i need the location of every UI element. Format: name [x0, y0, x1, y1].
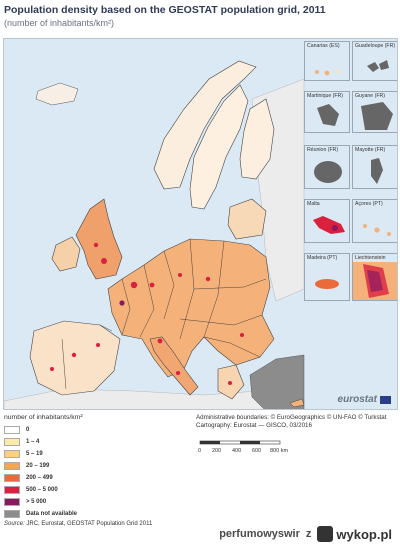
inset-mayotte: Mayotte (FR) [352, 145, 397, 189]
scale-tick: 200 [212, 448, 222, 454]
inset-canarias: Canarias (ES) [304, 41, 350, 81]
legend-swatch [4, 426, 20, 434]
internal-borders [61, 238, 267, 390]
baltics [227, 198, 267, 240]
scale-tick: 0 [198, 448, 202, 454]
legend-swatch [4, 462, 20, 470]
legend-swatch [4, 498, 20, 506]
inset-label: Mayotte (FR) [355, 147, 386, 153]
urban-hotspots [50, 242, 244, 385]
watermark-separator: z [305, 528, 312, 540]
iceland [35, 82, 79, 106]
watermark: perfumowyswir z wykop.pl [219, 526, 392, 542]
inset-martinique: Martinique (FR) [304, 91, 350, 133]
inset-malta: Malta [304, 199, 350, 243]
map-frame: Canarias (ES) Guadeloupe (FR) Martinique… [3, 38, 398, 410]
iberia [29, 320, 121, 396]
legend-row: 1 – 4 [4, 436, 184, 448]
scale-tick: 600 [252, 448, 262, 454]
inset-label: Guadeloupe (FR) [355, 43, 396, 49]
finland [239, 98, 275, 180]
legend: number of inhabitants/km² 0 1 – 4 5 – 19… [4, 414, 184, 520]
norway [153, 60, 257, 190]
legend-row: 5 – 19 [4, 448, 184, 460]
scale-tick: 400 [232, 448, 242, 454]
legend-title: number of inhabitants/km² [4, 414, 83, 421]
credits-cartography: Cartography: Eurostat — GISCO, 03/2016 [196, 422, 312, 429]
legend-swatch [4, 450, 20, 458]
scale-tick: 800 km [270, 448, 289, 454]
inset-label: Liechtenstein [355, 255, 386, 261]
scale-bar [199, 440, 281, 445]
legend-label: 0 [26, 427, 30, 433]
legend-row: 0 [4, 424, 184, 436]
watermark-site: wykop.pl [336, 526, 392, 542]
eurostat-logo: eurostat [337, 394, 377, 405]
inset-guyane: Guyane (FR) [352, 91, 397, 133]
europe-map [4, 60, 305, 409]
map-title: Population density based on the GEOSTAT … [4, 4, 326, 16]
legend-label: 200 – 499 [26, 475, 53, 481]
map-subtitle: (number of inhabitants/km²) [4, 18, 115, 28]
legend-row: Data not available [4, 508, 184, 520]
credits-boundaries: Administrative boundaries: © EuroGeograp… [196, 414, 387, 421]
inset-label: Martinique (FR) [307, 93, 344, 99]
inset-madeira: Madeira (PT) [304, 253, 350, 301]
united-kingdom [75, 198, 123, 280]
map-credits: Administrative boundaries: © EuroGeograp… [196, 414, 386, 430]
continental-eu [107, 238, 275, 378]
italy [149, 336, 199, 396]
eurostat-flag-icon [380, 396, 391, 404]
legend-row: 200 – 499 [4, 472, 184, 484]
inset-reunion: Réunion (FR) [304, 145, 350, 189]
turkey [249, 354, 305, 409]
legend-label: 5 – 19 [26, 451, 43, 457]
legend-label: 20 – 199 [26, 463, 50, 469]
legend-row: 500 – 5 000 [4, 484, 184, 496]
inset-label: Malta [307, 201, 320, 207]
legend-row: > 5 000 [4, 496, 184, 508]
source-prefix: Source: [4, 521, 25, 527]
legend-label: Data not available [26, 511, 78, 517]
ireland [51, 236, 81, 272]
source-note: Source: JRC, Eurostat, GEOSTAT Populatio… [4, 521, 152, 527]
legend-swatch [4, 474, 20, 482]
sweden [189, 84, 249, 210]
source-text: JRC, Eurostat, GEOSTAT Population Grid 2… [24, 521, 153, 527]
inset-liechtenstein: Liechtenstein [352, 253, 397, 301]
inset-acores: Açores (PT) [352, 199, 397, 243]
legend-label: 1 – 4 [26, 439, 40, 445]
legend-swatch [4, 510, 20, 518]
watermark-user: perfumowyswir [219, 528, 300, 540]
legend-row: 20 – 199 [4, 460, 184, 472]
inset-label: Canarias (ES) [307, 43, 340, 49]
inset-guadeloupe: Guadeloupe (FR) [352, 41, 397, 81]
cyprus [289, 398, 305, 408]
wykop-logo-icon [317, 526, 334, 542]
legend-label: 500 – 5 000 [26, 487, 58, 493]
inset-label: Guyane (FR) [355, 93, 385, 99]
legend-label: > 5 000 [26, 499, 47, 505]
legend-swatch [4, 438, 20, 446]
legend-swatch [4, 486, 20, 494]
inset-label: Madeira (PT) [307, 255, 338, 261]
inset-label: Açores (PT) [355, 201, 383, 207]
inset-label: Réunion (FR) [307, 147, 339, 153]
